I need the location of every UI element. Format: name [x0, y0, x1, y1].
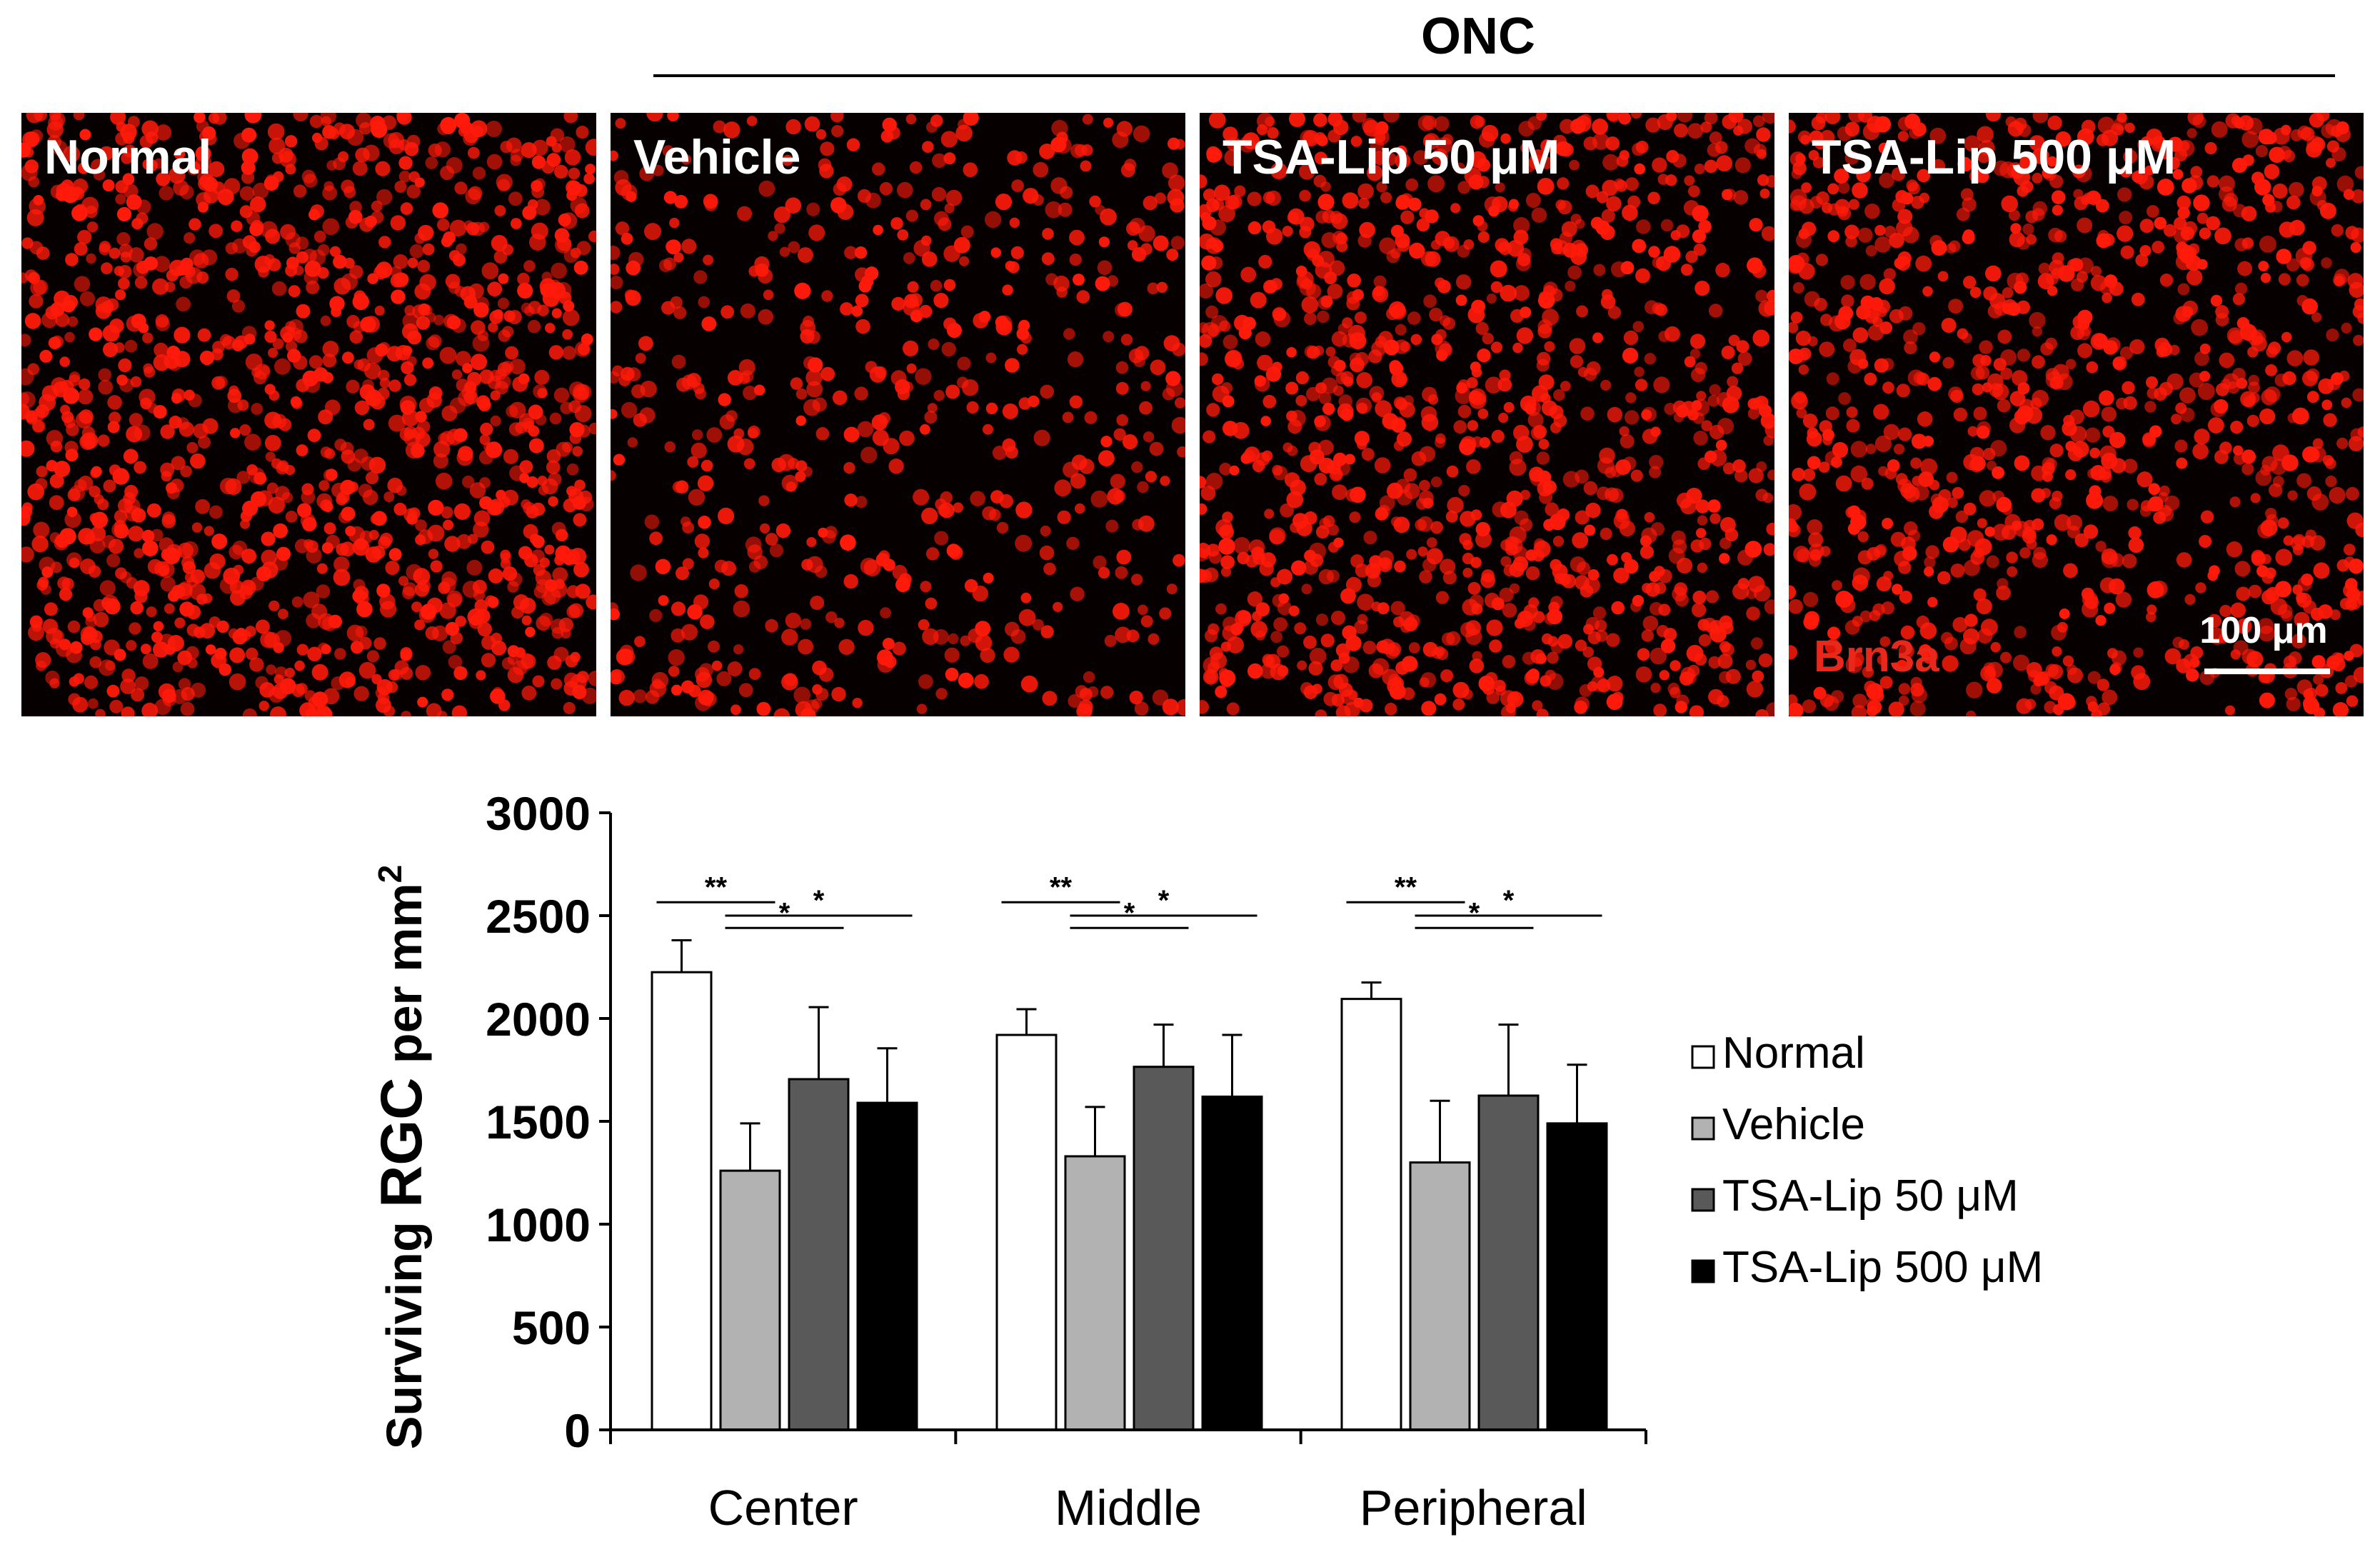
bars	[651, 939, 1608, 1431]
significance-label: **	[1395, 871, 1417, 903]
bar	[651, 971, 713, 1431]
bar	[1409, 1161, 1471, 1431]
panel-label: TSA-Lip 50 μM	[1222, 130, 1560, 184]
y-tick-label: 1500	[486, 1096, 591, 1148]
cell-nuclei	[1200, 113, 1774, 716]
legend-label: Normal	[1722, 1028, 1865, 1078]
y-tick-label: 3000	[486, 787, 591, 840]
x-category-label: Center	[708, 1480, 858, 1536]
legend-label: Vehicle	[1722, 1100, 1865, 1149]
cell-nuclei	[21, 113, 596, 716]
scale-bar-label: 100 μm	[2199, 610, 2327, 651]
micrograph-panel-1: Normal	[21, 113, 596, 716]
y-tick-label: 500	[512, 1301, 591, 1354]
stain-label: Brn3a	[1814, 632, 1939, 681]
bar	[719, 1169, 781, 1431]
micrograph-panel-3: TSA-Lip 50 μM	[1200, 113, 1774, 716]
significance-label: **	[1050, 871, 1073, 903]
bar	[1546, 1122, 1608, 1431]
bar	[1477, 1094, 1540, 1431]
legend-swatch	[1691, 1259, 1715, 1283]
significance-label: *	[1158, 885, 1170, 916]
significance-label: *	[1469, 897, 1480, 928]
y-axis-label: Surviving RGC per mm2	[369, 865, 434, 1450]
significance-label: **	[705, 871, 728, 903]
y-tick-label: 0	[564, 1404, 591, 1457]
panel-label: TSA-Lip 500 μM	[1812, 130, 2176, 184]
micrograph-panels: Normal Vehicle TSA-Lip 50 μM TSA-Lip 500 μM	[21, 113, 2364, 716]
bar-chart: Surviving RGC per mm2 0 500 1000 1500 2000 25…	[369, 787, 2043, 1536]
legend: Normal Vehicle TSA-Lip 50 μM TSA-Lip 500 μM	[1691, 1028, 2043, 1292]
significance-label: *	[1124, 897, 1135, 928]
significance-label: *	[813, 885, 825, 916]
panel-label: Normal	[44, 130, 211, 184]
legend-label: TSA-Lip 500 μM	[1722, 1243, 2043, 1292]
bar	[995, 1033, 1058, 1431]
bar	[788, 1078, 850, 1431]
bar	[1133, 1066, 1195, 1431]
cell-nuclei	[611, 113, 1185, 716]
onc-group-label: ONC	[1421, 8, 1535, 65]
y-tick-label: 2500	[486, 890, 591, 943]
significance-brackets: *** * *** * *** *	[656, 871, 1602, 929]
y-tick-label: 1000	[486, 1198, 591, 1251]
x-category-label: Peripheral	[1360, 1480, 1587, 1536]
legend-swatch	[1691, 1116, 1715, 1141]
legend-swatch	[1691, 1188, 1715, 1212]
x-axis: Center Middle Peripheral	[609, 1428, 1647, 1536]
micrograph-panel-2: Vehicle	[611, 113, 1185, 716]
y-tick-label: 2000	[486, 993, 591, 1046]
significance-label: *	[779, 897, 790, 928]
x-category-label: Middle	[1055, 1480, 1202, 1536]
legend-swatch	[1691, 1045, 1715, 1069]
bar	[1064, 1155, 1126, 1431]
y-axis-ticks: 0 500 1000 1500 2000 2500 3000	[486, 787, 612, 1457]
micrograph-panel-4: TSA-Lip 500 μM	[1789, 113, 2364, 716]
bar	[1340, 998, 1402, 1431]
legend-label: TSA-Lip 50 μM	[1722, 1171, 2019, 1221]
panel-label: Vehicle	[633, 130, 800, 184]
cell-nuclei	[1789, 113, 2364, 716]
significance-label: *	[1503, 885, 1515, 916]
bar	[1201, 1095, 1263, 1431]
bar	[856, 1101, 918, 1431]
